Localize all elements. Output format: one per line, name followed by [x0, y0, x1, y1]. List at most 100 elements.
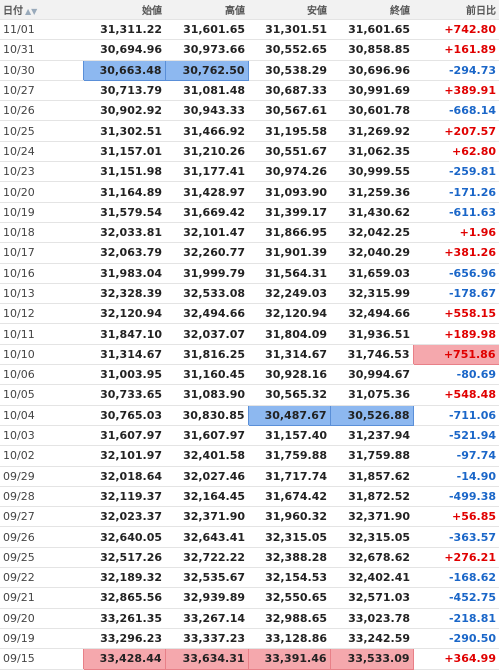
cell: 32,571.03 [330, 587, 413, 609]
cell: 31,195.58 [248, 120, 330, 142]
cell: 31,816.25 [165, 344, 248, 366]
cell: 31,314.67 [248, 344, 330, 366]
sort-icon[interactable]: ▲▼ [25, 7, 38, 16]
cell: 31,607.97 [165, 425, 248, 447]
cell: 10/31 [0, 39, 83, 61]
price-row: 09/26 32,640.05 32,643.41 32,315.05 32,315.0… [0, 526, 499, 548]
cell: 10/03 [0, 425, 83, 447]
cell: 30,974.26 [248, 161, 330, 183]
cell: 10/23 [0, 161, 83, 183]
cell: +161.89 [413, 39, 499, 61]
cell: 32,388.28 [248, 547, 330, 569]
price-row: 09/19 33,296.23 33,337.23 33,128.86 33,242.5… [0, 628, 499, 650]
header-text: 終値 [390, 6, 410, 17]
cell: 30,943.33 [165, 100, 248, 122]
cell: 30,762.50 [164, 59, 249, 81]
cell: 09/20 [0, 608, 83, 629]
cell: 32,988.65 [248, 608, 330, 629]
cell: 32,120.94 [83, 303, 165, 325]
cell: 10/13 [0, 283, 83, 305]
cell: 32,033.81 [83, 222, 165, 244]
price-row: 10/03 31,607.97 31,607.97 31,157.40 31,237.9… [0, 425, 499, 447]
cell: 31,759.88 [330, 445, 413, 467]
cell: 10/12 [0, 303, 83, 325]
table-body: 11/01 31,311.22 31,601.65 31,301.51 31,601.6… [0, 19, 499, 670]
cell: 32,678.62 [330, 547, 413, 569]
price-row: 10/10 31,314.67 31,816.25 31,314.67 31,746.5… [0, 343, 499, 366]
cell: 33,634.31 [164, 648, 249, 670]
cell: +558.15 [413, 303, 499, 325]
price-row: 10/20 31,164.89 31,428.97 31,093.90 31,259.3… [0, 181, 499, 203]
column-header: 始値 [83, 0, 165, 20]
cell: 32,401.58 [165, 445, 248, 467]
price-row: 10/25 31,302.51 31,466.92 31,195.58 31,269.9… [0, 120, 499, 142]
price-row: 09/29 32,018.64 32,027.46 31,717.74 31,857.6… [0, 466, 499, 487]
cell: +56.85 [413, 506, 499, 528]
cell: 30,999.55 [330, 161, 413, 183]
cell: 31,564.31 [248, 263, 330, 284]
cell: 31,659.03 [330, 263, 413, 284]
cell: 10/17 [0, 242, 83, 264]
cell: 32,189.32 [83, 567, 165, 589]
cell: 31,302.51 [83, 120, 165, 142]
cell: 10/18 [0, 222, 83, 244]
cell: 32,371.90 [330, 506, 413, 528]
cell: 10/16 [0, 263, 83, 284]
price-row: 11/01 31,311.22 31,601.65 31,301.51 31,601.6… [0, 19, 499, 41]
header-text: 前日比 [466, 6, 496, 17]
cell: 31,301.51 [248, 19, 330, 41]
cell: -259.81 [413, 161, 499, 183]
cell: -611.63 [413, 202, 499, 223]
cell: 10/06 [0, 364, 83, 386]
cell: 33,261.35 [83, 608, 165, 629]
cell: 31,872.52 [330, 486, 413, 508]
price-row: 10/18 32,033.81 32,101.47 31,866.95 32,042.2… [0, 222, 499, 244]
cell: 31,428.97 [165, 181, 248, 203]
cell: 30,538.29 [248, 60, 330, 81]
cell: +751.86 [412, 343, 499, 366]
cell: 30,526.88 [329, 404, 414, 426]
cell: -452.75 [413, 587, 499, 609]
price-row: 10/31 30,694.96 30,973.66 30,552.65 30,858.8… [0, 39, 499, 61]
cell: -521.94 [413, 425, 499, 447]
price-row: 09/21 32,865.56 32,939.89 32,550.65 32,571.0… [0, 587, 499, 609]
cell: 09/27 [0, 506, 83, 528]
cell: +742.80 [413, 19, 499, 41]
cell: 30,858.85 [330, 39, 413, 61]
cell: 31,157.01 [83, 141, 165, 163]
cell: 30,551.67 [248, 141, 330, 163]
cell: -168.62 [413, 567, 499, 589]
cell: 31,466.92 [165, 120, 248, 142]
cell: 31,157.40 [248, 425, 330, 447]
cell: 30,565.32 [248, 384, 330, 406]
cell: 31,151.98 [83, 161, 165, 183]
cell: 09/19 [0, 628, 83, 650]
header-text: 安値 [307, 6, 327, 17]
cell: 31,746.53 [330, 344, 413, 366]
cell: 32,101.47 [165, 222, 248, 244]
cell: 32,494.66 [165, 303, 248, 325]
cell: 33,267.14 [165, 608, 248, 629]
cell: -499.38 [413, 486, 499, 508]
price-row: 10/26 30,902.92 30,943.33 30,567.61 30,601.7… [0, 100, 499, 122]
cell: +207.57 [413, 120, 499, 142]
cell: 31,936.51 [330, 323, 413, 345]
cell: 31,857.62 [330, 466, 413, 487]
cell: 32,154.53 [248, 567, 330, 589]
cell: 32,249.03 [248, 283, 330, 305]
price-row: 10/16 31,983.04 31,999.79 31,564.31 31,659.0… [0, 263, 499, 284]
cell: -290.50 [413, 628, 499, 650]
cell: 31,399.17 [248, 202, 330, 223]
price-row: 10/17 32,063.79 32,260.77 31,901.39 32,040.2… [0, 242, 499, 264]
cell: 31,210.26 [165, 141, 248, 163]
cell: 31,259.36 [330, 181, 413, 203]
cell: 33,533.09 [329, 648, 414, 670]
cell: 32,018.64 [83, 466, 165, 487]
cell: 31,607.97 [83, 425, 165, 447]
cell: 32,042.25 [330, 222, 413, 244]
price-row: 09/15 33,428.44 33,634.31 33,391.46 33,533.0… [0, 648, 499, 670]
cell: 30,994.67 [330, 364, 413, 386]
column-header[interactable]: 日付 ▲▼ [0, 0, 83, 20]
cell: 30,663.48 [82, 59, 166, 81]
